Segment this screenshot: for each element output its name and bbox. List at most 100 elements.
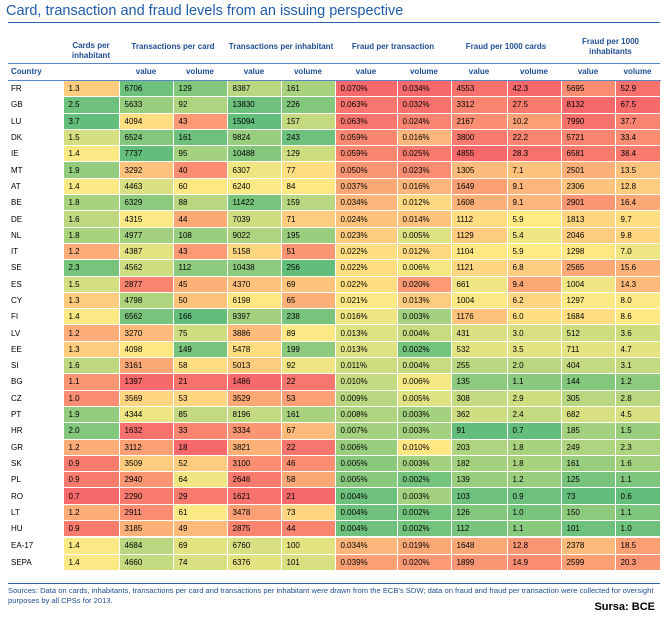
heat-cell: 0.070%: [335, 80, 398, 98]
heat-cell: 46: [281, 455, 336, 473]
header-volume: volume: [173, 63, 227, 81]
heat-cell: 1.8: [507, 455, 562, 473]
heat-cell: 0.6: [615, 487, 661, 505]
heat-cell: 85: [173, 406, 228, 424]
heat-cell: 6.8: [507, 259, 562, 277]
country-cell: RO: [8, 487, 64, 505]
heat-cell: 74: [173, 554, 228, 571]
heat-cell: 1899: [451, 554, 508, 571]
heat-cell: 1.4: [63, 536, 120, 555]
heat-cell: 13830: [227, 96, 282, 114]
table-row: EE 1.3 4098 149 5478 199 0.013% 0.002% 532 3.5 711…: [8, 341, 661, 359]
heat-cell: 431: [451, 324, 508, 342]
table-row: DE 1.6 4315 44 7039 71 0.024% 0.014% 1112 5.9 1813…: [8, 210, 661, 228]
heat-cell: 22: [281, 373, 336, 391]
header-blank: [8, 30, 63, 64]
heat-cell: 15094: [227, 113, 282, 130]
heat-cell: 7.0: [615, 243, 661, 261]
heat-cell: 1684: [561, 308, 616, 326]
heat-cell: 4798: [119, 292, 174, 310]
country-cell: HR: [8, 422, 64, 440]
country-cell: BG: [8, 373, 64, 391]
country-cell: FR: [8, 80, 64, 98]
table-row: DK 1.5 6524 161 9824 243 0.059% 0.016% 3800 22.2 5…: [8, 129, 661, 147]
heat-cell: 0.012%: [397, 194, 452, 212]
table-body: FR 1.3 6706 129 8387 161 0.070% 0.034% 4553 42.3 5…: [8, 80, 661, 571]
header-group-1: Transactions per inhabitant: [227, 30, 335, 64]
heat-cell: 0.025%: [397, 145, 452, 163]
heat-cell: 149: [173, 341, 228, 359]
heat-cell: 13.5: [615, 161, 661, 179]
country-cell: CY: [8, 292, 64, 310]
heat-cell: 4684: [119, 536, 174, 555]
heat-cell: 255: [451, 357, 508, 375]
heat-cell: 9.8: [615, 227, 661, 244]
table-row: FI 1.4 6562 166 9397 238 0.016% 0.003% 1176 6.0 16…: [8, 308, 661, 326]
heat-cell: 2.3: [615, 439, 661, 456]
heat-cell: 0.003%: [397, 455, 452, 473]
heat-cell: 61: [173, 504, 228, 522]
heat-cell: 0.003%: [397, 406, 452, 424]
heat-cell: 135: [451, 373, 508, 391]
heat-cell: 161: [281, 80, 336, 98]
heat-cell: 1.4: [63, 178, 120, 196]
table-row: AT 1.4 4463 60 6240 84 0.037% 0.016% 1649 9.1 2306…: [8, 178, 661, 196]
heat-cell: 0.003%: [397, 422, 452, 440]
heat-cell: 0.063%: [335, 113, 398, 130]
heat-cell: 8.0: [615, 292, 661, 310]
country-cell: LU: [8, 113, 64, 130]
heat-cell: 0.004%: [397, 324, 452, 342]
heat-cell: 112: [173, 259, 228, 277]
heat-cell: 1.1: [615, 471, 661, 489]
heat-cell: 1.8: [507, 439, 562, 456]
country-cell: DK: [8, 129, 64, 147]
heat-cell: 2.4: [507, 406, 562, 424]
heat-cell: 0.010%: [397, 439, 452, 456]
heat-cell: 2911: [119, 504, 174, 522]
heat-cell: 1.9: [63, 161, 120, 179]
heat-cell: 3312: [451, 96, 508, 114]
heat-cell: 1.2: [63, 439, 120, 456]
heat-cell: 1298: [561, 243, 616, 261]
heat-cell: 2.5: [63, 96, 120, 114]
heat-cell: 0.002%: [397, 471, 452, 489]
heat-cell: 22: [281, 439, 336, 456]
heat-cell: 3478: [227, 504, 282, 522]
heat-cell: 238: [281, 308, 336, 326]
header-group-0: Transactions per card: [119, 30, 227, 64]
heat-cell: 0.004%: [335, 487, 398, 505]
heat-cell: 0.020%: [397, 554, 452, 571]
heat-cell: 3100: [227, 455, 282, 473]
table-row: BG 1.1 1397 21 1486 22 0.010% 0.006% 135 1.1 144 1.…: [8, 373, 661, 391]
heat-cell: 4344: [119, 406, 174, 424]
heat-cell: 1.6: [63, 210, 120, 228]
heat-cell: 661: [451, 276, 508, 293]
heat-cell: 9.1: [507, 194, 562, 212]
heat-cell: 0.009%: [335, 390, 398, 407]
heat-cell: 6307: [227, 161, 282, 179]
heat-cell: 73: [281, 504, 336, 522]
heat-cell: 112: [451, 520, 508, 538]
heat-cell: 125: [561, 471, 616, 489]
heat-cell: 0.002%: [397, 520, 452, 538]
header-value: value: [227, 63, 281, 81]
heat-cell: 308: [451, 390, 508, 407]
table-row: PT 1.9 4344 85 8196 161 0.008% 0.003% 362 2.4 682 4…: [8, 406, 661, 424]
table-row: LU 3.7 4094 43 15094 157 0.063% 0.024% 2167 10.2 7…: [8, 113, 661, 130]
heat-cell: 4098: [119, 341, 174, 359]
heat-cell: 1.6: [63, 357, 120, 375]
heat-cell: 0.019%: [397, 536, 452, 555]
table-row: RO 0.7 2290 29 1621 21 0.004% 0.003% 103 0.9 73 0.6: [8, 487, 661, 505]
heat-cell: 53: [173, 390, 228, 407]
heat-cell: 1.4: [63, 554, 120, 571]
heat-cell: 0.005%: [397, 390, 452, 407]
heat-cell: 195: [281, 227, 336, 244]
heat-cell: 126: [451, 504, 508, 522]
heat-cell: 1.0: [615, 520, 661, 538]
heat-cell: 0.034%: [397, 80, 452, 98]
heat-cell: 88: [173, 194, 228, 212]
heat-cell: 1.2: [615, 373, 661, 391]
heat-cell: 0.014%: [397, 210, 452, 228]
heat-cell: 0.011%: [335, 357, 398, 375]
heat-cell: 29: [173, 487, 228, 505]
